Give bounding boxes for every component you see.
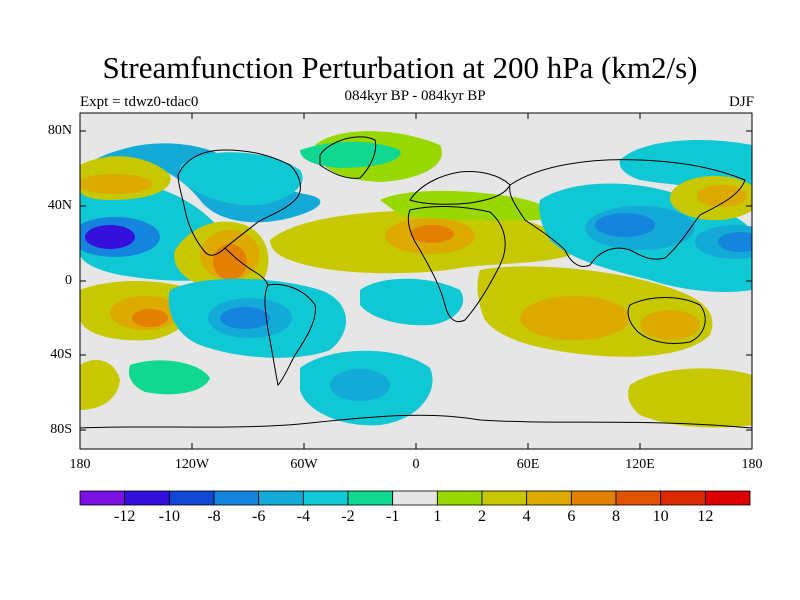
- lon-tick-180e: 180: [741, 457, 763, 472]
- field-pos-indian-mid: [520, 296, 630, 340]
- colorbar-swatch: [347, 490, 394, 506]
- experiment-label: Expt = tdwz0-tdac0: [80, 94, 199, 110]
- lon-tick-120w: 120W: [174, 457, 210, 472]
- colorbar-label: 12: [697, 508, 714, 525]
- lon-tick-120e: 120E: [625, 457, 655, 472]
- field-pos-sahara-core: [410, 225, 454, 243]
- asia-coast: [509, 159, 746, 267]
- lat-tick-80s: 80S: [50, 422, 72, 437]
- lon-tick-0: 0: [412, 457, 420, 472]
- season-label: DJF: [728, 94, 754, 110]
- field-pos-ca-core: [213, 244, 247, 280]
- colorbar-label: 2: [478, 508, 486, 525]
- lat-tick-40n: 40N: [47, 198, 72, 213]
- antarctica-coast: [80, 414, 752, 429]
- colorbar-swatch: [615, 490, 662, 506]
- colorbar-label: -2: [341, 508, 355, 525]
- lat-tick-0: 0: [65, 273, 72, 288]
- colorbar-label: -1: [385, 508, 400, 525]
- colorbar: [79, 490, 751, 506]
- colorbar-swatch: [570, 490, 617, 506]
- lon-tick-60e: 60E: [516, 457, 540, 472]
- north-america-coast: [177, 149, 301, 256]
- colorbar-swatch: [392, 490, 438, 506]
- field-neg-south-atlantic: [360, 278, 464, 326]
- colorbar-label: 8: [612, 508, 620, 525]
- colorbar-swatch: [124, 490, 170, 506]
- map-ticks: [79, 113, 753, 449]
- plot-subtitle: 084kyr BP - 084kyr BP: [344, 88, 486, 104]
- field-neg-so-mid: [330, 369, 390, 401]
- field-pos-south-west-pacific: [80, 360, 120, 410]
- colorbar-swatch: [704, 490, 751, 506]
- field-pos-aus-mid: [640, 310, 700, 340]
- greenland-coast: [319, 136, 377, 179]
- field-neg-arctic-asia: [619, 140, 752, 188]
- lat-tick-80n: 80N: [47, 123, 72, 138]
- colorbar-label: 4: [522, 508, 531, 525]
- colorbar-label: 1: [433, 508, 442, 525]
- lon-tick-60w: 60W: [290, 457, 318, 472]
- colorbar-swatch: [213, 490, 260, 506]
- field-neg-north-america: [180, 152, 303, 206]
- lon-tick-180w: 180: [69, 457, 91, 472]
- colorbar-swatch: [79, 490, 126, 506]
- colorbar-label: -4: [296, 508, 310, 525]
- field-pos-north-pacific-core: [80, 174, 153, 194]
- south-america-coast: [264, 283, 316, 387]
- colorbar-swatch: [302, 490, 349, 506]
- colorbar-label: -6: [251, 508, 266, 525]
- colorbar-swatch: [526, 490, 572, 506]
- field-pos-europe-green: [380, 190, 548, 221]
- colorbar-label: -8: [207, 508, 221, 525]
- colorbar-swatch: [660, 490, 706, 506]
- field-pos-south-pacific-core: [132, 309, 168, 327]
- colorbar-label: -12: [113, 508, 136, 525]
- field-neg-asia-core: [595, 213, 655, 237]
- field-neg-sp-core: [220, 307, 270, 329]
- field-neg-wpac-core: [718, 232, 752, 252]
- field-pos-japan-core: [697, 185, 747, 207]
- central-america-coast: [224, 247, 269, 286]
- coastlines: [80, 136, 752, 429]
- colorbar-swatch: [481, 490, 528, 506]
- colorbar-label: 10: [652, 508, 669, 525]
- field-pos-south-ross: [628, 368, 752, 428]
- colorbar-label: -10: [158, 508, 180, 525]
- plot-title: Streamfunction Perturbation at 200 hPa (…: [102, 50, 698, 85]
- field-neg-south-central: [128, 360, 210, 395]
- colorbar-label: 6: [567, 508, 576, 525]
- field-neg-hawaii-inner: [85, 225, 135, 249]
- lat-tick-40s: 40S: [50, 347, 72, 362]
- colorbar-swatch: [436, 490, 483, 506]
- colorbar-swatch: [168, 490, 215, 506]
- map-plot-area: [80, 113, 752, 449]
- australia-coast: [627, 297, 706, 345]
- colorbar-swatch: [258, 490, 304, 506]
- africa-coast: [407, 206, 506, 323]
